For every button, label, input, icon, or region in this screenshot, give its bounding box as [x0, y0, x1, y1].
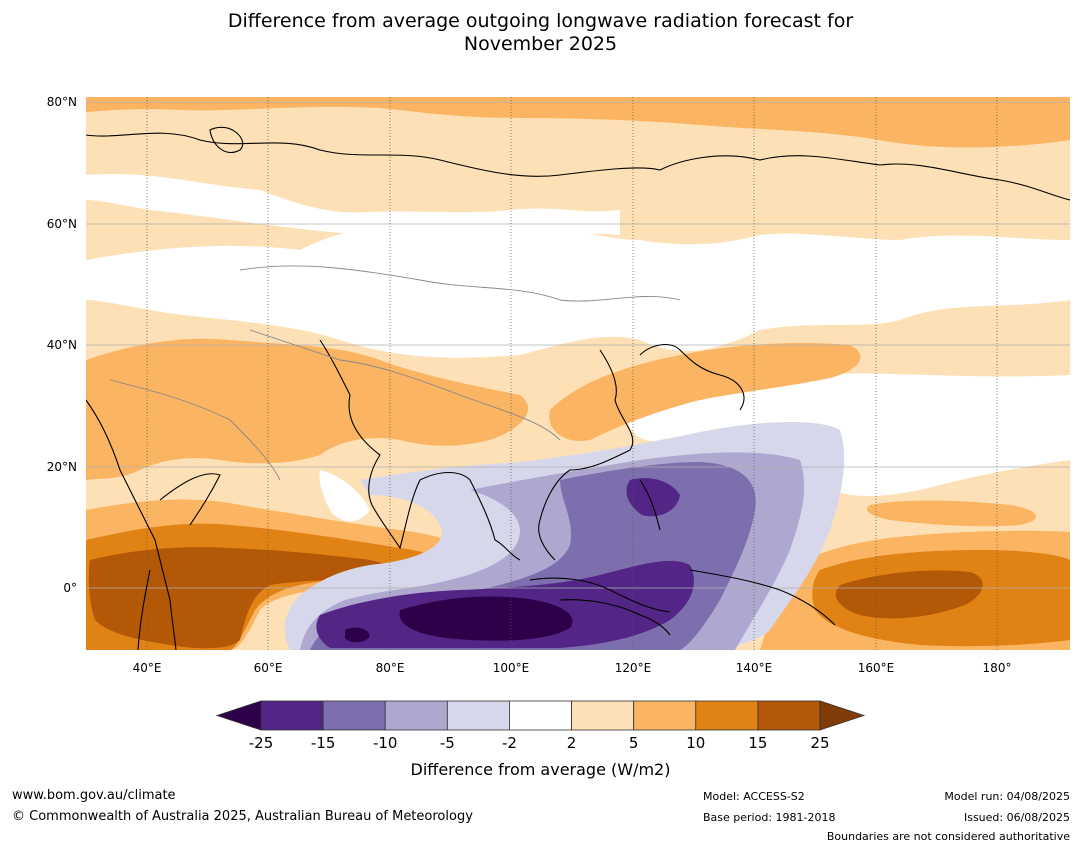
colorbar-swatch	[446, 700, 510, 731]
gridlines	[86, 101, 1070, 589]
colorbar-swatch	[571, 700, 635, 731]
neutral-region-central-asia	[86, 224, 1070, 358]
colorbar-tick-label: -25	[249, 734, 274, 752]
colorbar-swatch	[695, 700, 759, 731]
positive-region-arctic	[86, 97, 1070, 148]
colorbar-tick-label: 10	[686, 734, 705, 752]
lon-label-60e: 60°E	[254, 661, 283, 675]
colorbar-tick-label: 5	[629, 734, 639, 752]
title-line-2: November 2025	[463, 33, 618, 55]
title-line-1: Difference from average outgoing longwav…	[227, 10, 854, 32]
positive-region-middle-east	[86, 338, 529, 480]
negative-region-core-small	[345, 627, 370, 643]
footer-url[interactable]: www.bom.gov.au/climate	[12, 788, 176, 803]
footer-model-run: Model run: 04/08/2025	[944, 790, 1070, 803]
positive-region-central-pacific	[866, 500, 1037, 527]
positive-region-pacific-peak	[835, 570, 983, 619]
lat-label-60n: 60°N	[47, 217, 77, 231]
colorbar-swatch	[509, 700, 572, 731]
map: 80°N 60°N 40°N 20°N 0° 40°E 60°E 80°E 10…	[47, 95, 1070, 675]
colorbar: -25 -15 -10 -5 -2 2 5 10 15 25	[215, 700, 866, 752]
lat-axis-labels: 80°N 60°N 40°N 20°N 0°	[47, 95, 77, 595]
colorbar-tick-label: -2	[502, 734, 517, 752]
lat-label-0: 0°	[63, 581, 77, 595]
negative-region-philippines	[626, 478, 680, 517]
colorbar-swatch	[384, 700, 448, 731]
colorbar-tick-label: 25	[810, 734, 829, 752]
colorbar-swatches	[215, 700, 866, 731]
colorbar-arrow-low	[215, 700, 262, 731]
colorbar-ticks: -25 -15 -10 -5 -2 2 5 10 15 25	[249, 734, 830, 752]
lon-label-80e: 80°E	[376, 661, 405, 675]
footer-base-period: Base period: 1981-2018	[703, 811, 836, 824]
colorbar-swatch	[633, 700, 697, 731]
colorbar-tick-label: -5	[440, 734, 455, 752]
colorbar-swatch	[260, 700, 324, 731]
colorbar-swatch	[322, 700, 386, 731]
colorbar-tick-label: -15	[311, 734, 336, 752]
colorbar-title: Difference from average (W/m2)	[410, 760, 671, 779]
lon-label-140e: 140°E	[736, 661, 773, 675]
footer-model: Model: ACCESS-S2	[703, 790, 805, 803]
lon-label-180: 180°	[983, 661, 1012, 675]
colorbar-tick-label: 15	[748, 734, 767, 752]
lat-label-40n: 40°N	[47, 338, 77, 352]
coastlines	[86, 126, 1070, 650]
colorbar-tick-label: -10	[373, 734, 398, 752]
colorbar-tick-label: 2	[567, 734, 577, 752]
positive-region-east-china	[549, 343, 861, 441]
anomaly-field	[86, 97, 1070, 650]
lon-label-40e: 40°E	[133, 661, 162, 675]
lat-label-80n: 80°N	[47, 95, 77, 109]
lon-label-120e: 120°E	[615, 661, 652, 675]
colorbar-swatch	[757, 700, 821, 731]
neutral-region-arabian-sea	[319, 470, 370, 522]
footer-disclaimer: Boundaries are not considered authoritat…	[826, 830, 1070, 843]
footer-issued: Issued: 06/08/2025	[963, 811, 1070, 824]
neutral-region-pacific	[620, 373, 1070, 496]
chart-title: Difference from average outgoing longwav…	[0, 10, 1081, 56]
footer-copyright: © Commonwealth of Australia 2025, Austra…	[12, 809, 473, 824]
positive-region-africa-core	[88, 547, 393, 649]
lat-label-20n: 20°N	[47, 460, 77, 474]
lon-label-100e: 100°E	[493, 661, 530, 675]
lon-axis-labels: 40°E 60°E 80°E 100°E 120°E 140°E 160°E 1…	[133, 661, 1012, 675]
lon-label-160e: 160°E	[858, 661, 895, 675]
borders	[109, 265, 681, 481]
negative-region-core	[399, 596, 573, 641]
meridians	[146, 97, 998, 650]
colorbar-arrow-high	[819, 700, 866, 731]
neutral-region-arctic	[86, 173, 620, 236]
